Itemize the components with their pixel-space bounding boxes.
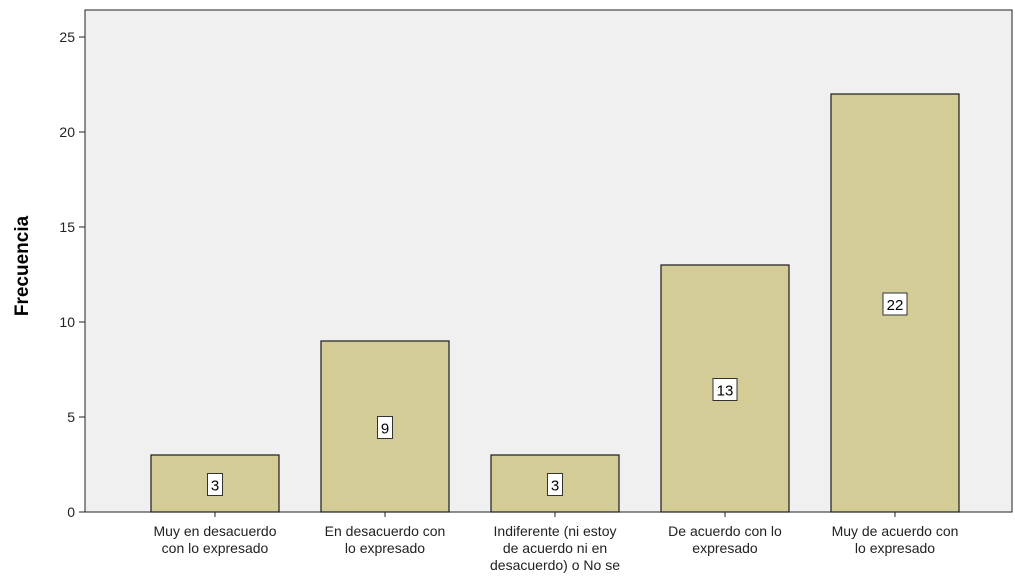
data-label-box — [207, 473, 223, 496]
bars-group: 3 9 3 13 22 — [150, 93, 960, 513]
data-label: 13 — [717, 383, 734, 400]
y-tick-label: 0 — [67, 504, 75, 520]
x-tick-label: Muy en desacuerdo con lo expresado — [154, 523, 277, 556]
x-tick-label: Indiferente (ni estoy de acuerdo ni en des… — [490, 523, 620, 573]
y-tick-label: 15 — [59, 219, 75, 235]
y-axis-title: Frecuencia — [12, 215, 33, 316]
x-tick-label: De acuerdo con lo expresado — [668, 523, 782, 556]
y-tick-label: 25 — [59, 29, 75, 45]
y-tick-label: 20 — [59, 124, 75, 140]
data-label: 3 — [211, 478, 219, 495]
data-label-box — [712, 378, 738, 401]
x-tick-label: En desacuerdo con lo expresado — [325, 523, 446, 556]
data-label: 9 — [381, 421, 389, 438]
x-axis-labels: Muy en desacuerdo con lo expresado En desa… — [154, 512, 959, 573]
x-tick-label: Muy de acuerdo con lo expresado — [832, 523, 959, 556]
data-label: 22 — [887, 297, 904, 314]
y-axis: 0 5 10 15 20 25 — [59, 29, 85, 520]
data-label-box — [882, 292, 908, 316]
data-label-box — [547, 473, 563, 496]
y-tick-label: 5 — [67, 409, 75, 425]
y-tick-label: 10 — [59, 314, 75, 330]
data-label: 3 — [551, 478, 559, 495]
data-label-box — [377, 416, 393, 439]
